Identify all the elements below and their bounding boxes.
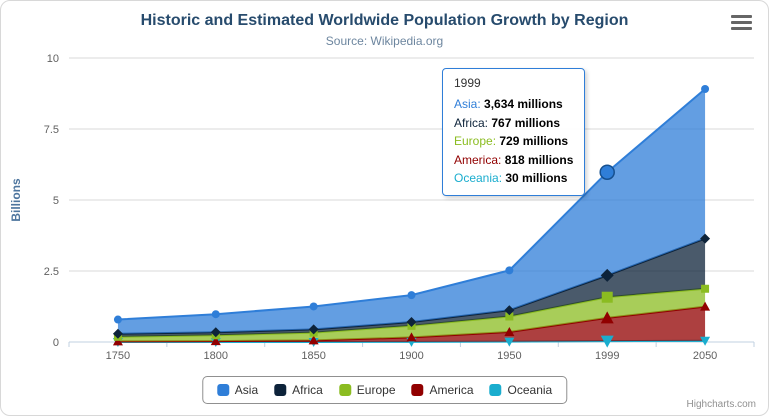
tooltip-header: 1999 <box>454 76 481 90</box>
point-oceania-1999[interactable] <box>600 335 614 348</box>
point-oceania-1950[interactable] <box>504 337 515 347</box>
point-america-1950[interactable] <box>504 327 515 337</box>
legend-symbol-oceania <box>489 384 502 396</box>
chart-subtitle: Source: Wikipedia.org <box>325 34 444 48</box>
tooltip-series-value: 767 millions <box>491 115 561 130</box>
legend-label: Asia <box>234 383 259 397</box>
tooltip-series-value: 30 millions <box>505 171 568 185</box>
point-asia-1850[interactable] <box>309 302 318 311</box>
legend-item-america[interactable]: America <box>411 383 474 397</box>
area-africa[interactable] <box>117 238 706 337</box>
point-europe-1999[interactable] <box>601 291 613 303</box>
tooltip-row-asia: Asia: 3,634 millions <box>454 95 573 114</box>
export-menu-button[interactable] <box>731 15 752 30</box>
legend-label: America <box>429 383 474 397</box>
legend-item-europe[interactable]: Europe <box>338 383 396 397</box>
y-axis-label: 0 <box>53 337 59 349</box>
x-axis-label: 1900 <box>399 350 423 362</box>
point-africa-1750[interactable] <box>112 328 123 339</box>
legend-item-asia[interactable]: Asia <box>216 383 259 397</box>
point-europe-2050[interactable] <box>701 284 710 293</box>
hamburger-icon <box>731 21 752 24</box>
y-axis-label: 7.5 <box>44 124 59 136</box>
legend-item-africa[interactable]: Africa <box>274 383 323 397</box>
chart-title: Historic and Estimated Worldwide Populat… <box>140 12 629 29</box>
legend-label: Oceania <box>507 383 553 397</box>
legend-symbol-africa <box>274 384 287 396</box>
legend-label: Europe <box>356 383 396 397</box>
legend-symbol-america <box>411 384 424 396</box>
point-oceania-2050[interactable] <box>700 336 711 346</box>
area-asia[interactable] <box>117 88 706 334</box>
x-axis-label: 1850 <box>301 350 325 362</box>
point-africa-1900[interactable] <box>406 317 417 328</box>
y-axis-title: Billions <box>9 178 23 222</box>
x-axis-label: 1800 <box>204 350 228 362</box>
tooltip-series-value: 729 millions <box>499 134 569 148</box>
x-axis-label: 1999 <box>595 350 619 362</box>
tooltip-row-europe: Europe: 729 millions <box>454 132 573 151</box>
tooltip-series-value: 818 millions <box>504 152 574 167</box>
point-africa-1800[interactable] <box>210 327 221 338</box>
legend-symbol-asia <box>216 384 229 396</box>
point-africa-1850[interactable] <box>308 324 319 335</box>
tooltip-series-name: Oceania: <box>454 171 506 185</box>
legend-symbol-europe <box>338 384 351 396</box>
hamburger-icon <box>731 15 752 18</box>
tooltip-row-america: America: 818 millions <box>454 151 573 170</box>
point-asia-1750[interactable] <box>113 315 122 324</box>
point-america-1999[interactable] <box>600 311 614 324</box>
tooltip-series-name: Europe: <box>454 134 500 148</box>
tooltip: 1999 Asia: 3,634 millions Africa: 767 mil… <box>442 68 586 196</box>
credits-link[interactable]: Highcharts.com <box>686 399 756 410</box>
point-america-2050[interactable] <box>700 301 711 311</box>
tooltip-series-name: America: <box>454 152 505 167</box>
point-europe-1950[interactable] <box>505 312 514 321</box>
tooltip-row-africa: Africa: 767 millions <box>454 114 573 133</box>
tooltip-series-name: Asia: <box>454 97 485 111</box>
point-america-1800[interactable] <box>210 336 221 346</box>
y-axis-label: 2.5 <box>44 266 59 278</box>
point-asia-1800[interactable] <box>211 310 220 319</box>
tooltip-series-value: 3,634 millions <box>484 97 563 111</box>
x-axis-label: 1750 <box>106 350 130 362</box>
point-america-1750[interactable] <box>112 336 123 346</box>
point-america-1850[interactable] <box>308 335 319 345</box>
point-africa-1999[interactable] <box>600 268 614 282</box>
point-asia-2050[interactable] <box>701 84 710 93</box>
y-axis-label: 5 <box>53 195 59 207</box>
hamburger-icon <box>731 27 752 30</box>
y-axis-label: 10 <box>47 53 59 65</box>
area-america[interactable] <box>117 306 706 342</box>
point-asia-1900[interactable] <box>407 291 416 300</box>
legend-item-oceania[interactable]: Oceania <box>489 383 553 397</box>
tooltip-rows: Asia: 3,634 millions Africa: 767 millions… <box>454 95 573 188</box>
point-america-1900[interactable] <box>406 332 417 342</box>
legend: Asia Africa Europe America Oceania <box>201 376 568 404</box>
point-asia-1950[interactable] <box>505 266 514 275</box>
point-africa-1950[interactable] <box>504 305 515 316</box>
point-africa-2050[interactable] <box>700 233 711 244</box>
x-axis-label: 2050 <box>693 350 717 362</box>
legend-label: Africa <box>292 383 323 397</box>
tooltip-series-name: Africa: <box>454 115 492 130</box>
tooltip-row-oceania: Oceania: 30 millions <box>454 169 573 188</box>
point-asia-1999[interactable] <box>599 164 615 180</box>
x-axis-label: 1950 <box>497 350 521 362</box>
